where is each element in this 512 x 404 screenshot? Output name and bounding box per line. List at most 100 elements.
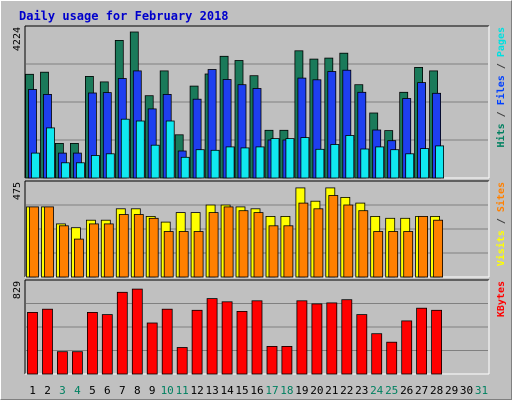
x-tick-label-day-24: 24 [370,384,384,397]
bar-sites-day-5 [89,223,99,278]
bar-kbytes-day-10 [161,308,173,375]
bar-sites-day-22 [343,204,354,278]
panel-middle: 475 Visits / Sites [12,180,507,278]
bar-sites-day-16 [253,212,264,278]
legend-item: / [496,105,507,123]
bar-sites-day-19 [298,202,309,278]
x-tick-label-day-15: 15 [235,384,248,397]
bar-pages-day-18 [285,138,295,179]
bar-pages-day-12 [195,149,205,179]
legend-item: Visits [495,230,507,266]
bar-pages-day-16 [255,146,265,179]
bar-sites-day-21 [328,195,339,278]
bar-pages-day-7 [120,118,130,179]
bar-sites-day-28 [433,219,444,278]
bar-sites-day-15 [238,210,249,278]
bar-sites-day-27 [418,215,429,278]
bar-kbytes-day-19 [296,300,308,375]
bar-sites-day-17 [268,225,279,278]
y-axis-max-label: 829 [12,281,23,299]
legend-item: Pages [496,27,507,57]
x-tick-label-day-25: 25 [385,384,398,397]
bar-kbytes-day-5 [87,311,98,375]
legend-label: Visits / Sites [495,182,507,266]
bar-pages-day-26 [405,153,415,179]
bar-pages-day-2 [46,127,55,179]
bar-sites-day-13 [208,212,219,278]
bar-kbytes-day-6 [101,314,113,375]
bar-sites-day-24 [373,231,384,278]
bar-kbytes-day-2 [42,308,53,375]
bar-pages-day-22 [345,135,355,179]
bar-kbytes-day-4 [72,351,83,375]
x-tick-label-day-6: 6 [104,384,111,397]
bar-sites-day-1 [29,206,39,278]
bar-pages-day-19 [300,137,310,179]
bar-pages-day-17 [270,138,280,179]
bar-kbytes-day-9 [146,322,158,375]
bar-pages-day-10 [165,120,175,179]
x-tick-label-day-10: 10 [161,384,174,397]
legend-label: Hits / Files / Pages [495,27,507,147]
bar-sites-day-26 [403,231,414,278]
bar-kbytes-day-21 [326,302,338,375]
bar-sites-day-6 [103,223,114,278]
x-tick-label-day-27: 27 [415,384,428,397]
legend-item: / [496,212,507,230]
x-tick-label-day-13: 13 [205,384,218,397]
bar-pages-day-14 [225,146,235,179]
x-tick-label-day-21: 21 [325,384,338,397]
legend-item: Sites [495,182,507,212]
bar-pages-day-20 [315,148,325,179]
x-tick-label-day-16: 16 [250,384,263,397]
x-tick-label-day-1: 1 [29,384,36,397]
x-tick-label-day-20: 20 [310,384,323,397]
bar-sites-day-18 [283,225,294,278]
bar-kbytes-day-3 [57,351,68,375]
x-tick-label-day-11: 11 [176,384,189,397]
x-tick-label-day-30: 30 [460,384,473,397]
bar-sites-day-9 [148,217,159,278]
x-tick-label-day-14: 14 [220,384,234,397]
x-tick-label-day-23: 23 [355,384,368,397]
bar-sites-day-3 [59,225,69,278]
bar-sites-day-8 [133,214,144,278]
bar-kbytes-day-28 [431,309,443,375]
x-tick-label-day-28: 28 [430,384,443,397]
bar-pages-day-28 [435,145,445,179]
bar-pages-day-23 [360,148,370,179]
bar-sites-day-23 [358,210,369,278]
bar-kbytes-day-27 [416,307,428,375]
x-tick-label-day-22: 22 [340,384,353,397]
bar-sites-day-20 [313,208,324,278]
bar-pages-day-6 [105,153,115,179]
x-tick-label-day-12: 12 [190,384,203,397]
bar-kbytes-day-15 [236,310,248,375]
legend-item: / [496,57,507,75]
panel-bottom: 829 KBytes [12,279,507,375]
legend-label: KBytes [496,281,507,317]
bar-kbytes-day-14 [221,301,233,375]
bar-kbytes-day-13 [206,298,218,375]
panel-top: 4224 Hits / Files / Pages [12,25,507,179]
x-tick-label-day-31: 31 [475,384,488,397]
legend-item: KBytes [496,281,507,317]
bar-pages-day-5 [91,155,100,179]
legend-item: Hits [495,123,507,147]
bar-pages-day-13 [210,149,220,179]
bar-sites-day-7 [118,214,129,278]
bar-kbytes-day-16 [251,300,263,375]
bar-kbytes-day-17 [266,345,278,375]
bar-sites-day-14 [223,206,234,278]
x-tick-label-day-9: 9 [149,384,156,397]
bar-sites-day-10 [163,231,174,278]
bar-pages-day-9 [150,144,160,179]
bar-pages-day-8 [135,120,145,179]
legend-item: Files [495,75,507,105]
x-tick-label-day-18: 18 [280,384,293,397]
bar-kbytes-day-23 [356,314,368,375]
bar-kbytes-day-18 [281,345,293,375]
bar-kbytes-day-12 [191,309,203,375]
bar-kbytes-day-7 [116,291,128,375]
